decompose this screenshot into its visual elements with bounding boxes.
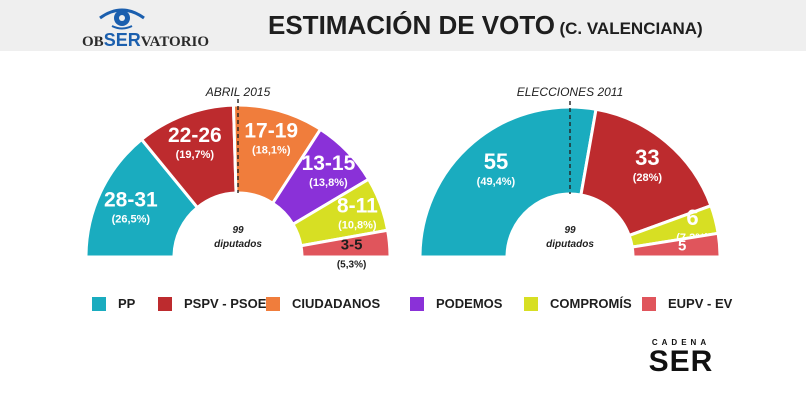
logo-text-left: OB [82, 34, 104, 50]
legend-label: PODEMOS [436, 296, 503, 311]
legend-item-pp: PP [92, 296, 135, 311]
slice-seats-eupv-ev: 5 [678, 238, 686, 255]
legend-label: EUPV - EV [668, 296, 733, 311]
title-main: ESTIMACIÓN DE VOTO [268, 10, 555, 40]
legend-swatch [410, 296, 424, 311]
chart-abril-2015: 28-31 (26,5%) 22-26 (19,7%) 17-19 (18,1%) 13-1… [84, 85, 392, 270]
legend-swatch [524, 296, 538, 311]
slice-percent-pspv-psoe: (19,7%) [176, 149, 215, 161]
legend-item-comprom-s: COMPROMÍS [524, 296, 632, 311]
page-title: ESTIMACIÓN DE VOTO (C. VALENCIANA) [268, 10, 703, 41]
brand-top: CADENA [651, 338, 711, 347]
slice-pspv-psoe [579, 107, 713, 238]
chart-elecciones-2011: 55(49,4%)33(28%)6(7,2%)5(5,9%)ELECCIONES… [418, 85, 722, 268]
logo-text-right: VATORIO [140, 34, 210, 50]
legend-label: PSPV - PSOE [184, 296, 267, 311]
legend-item-ciudadanos: CIUDADANOS [266, 296, 380, 311]
brand-main: SER [648, 345, 714, 378]
legend-item-podemos: PODEMOS [410, 296, 502, 311]
slice-pp [84, 137, 200, 259]
chart-title: ELECCIONES 2011 [517, 85, 624, 99]
slice-seats-comprom-s: 6 [686, 205, 698, 230]
slice-percent-pp: (26,5%) [112, 213, 151, 225]
slice-seats-eupv-ev: 3-5 [341, 236, 363, 253]
legend-item-pspv-psoe: PSPV - PSOE [158, 296, 266, 311]
header-bar: OBSERVATORIO ESTIMACIÓN DE VOTO (C. VALE… [0, 0, 806, 51]
slice-percent-pp: (49,4%) [477, 176, 516, 188]
slice-percent-podemos: (13,8%) [309, 177, 348, 189]
slice-eupv-ev [630, 231, 722, 259]
legend-label: PP [118, 296, 136, 311]
slice-seats-pp: 28-31 [104, 188, 158, 211]
legend-swatch [158, 296, 172, 311]
cadena-ser-logo: CADENA SER [640, 338, 722, 378]
eye-icon [99, 8, 145, 30]
logo-text-accent: SER [103, 30, 141, 50]
slice-seats-ciudadanos: 17-19 [244, 120, 298, 143]
observatorio-logo: OBSERVATORIO [82, 4, 212, 51]
slice-seats-pp: 55 [484, 149, 508, 174]
logo-text: OBSERVATORIO [82, 30, 209, 51]
slice-percent-comprom-s: (10,8%) [338, 220, 377, 232]
legend-swatch [642, 296, 656, 311]
center-seat-label: diputados [546, 239, 594, 250]
center-seat-count: 99 [232, 225, 244, 236]
slice-eupv-ev [299, 228, 392, 259]
slice-seats-pspv-psoe: 22-26 [168, 124, 222, 147]
legend-swatch [266, 296, 280, 311]
charts-area: 28-31 (26,5%) 22-26 (19,7%) 17-19 (18,1%) 13-1… [84, 85, 722, 270]
slice-seats-comprom-s: 8-11 [337, 195, 378, 218]
legend-item-eupv-ev: EUPV - EV [642, 296, 732, 311]
legend-label: COMPROMÍS [550, 296, 632, 311]
slice-seats-pspv-psoe: 33 [635, 145, 659, 170]
center-seat-label: diputados [214, 239, 262, 250]
legend-swatch [92, 296, 106, 311]
title-sub: (C. VALENCIANA) [559, 19, 703, 38]
slice-seats-podemos: 13-15 [302, 152, 356, 175]
legend-label: CIUDADANOS [292, 296, 381, 311]
slice-percent-eupv-ev: (5,9%) [667, 257, 696, 268]
center-seat-count: 99 [564, 225, 576, 236]
slice-percent-ciudadanos: (18,1%) [252, 145, 291, 157]
legend: PP PSPV - PSOE CIUDADANOS PODEMOS COMPROMÍS E… [0, 296, 806, 322]
slice-percent-eupv-ev: (5,3%) [337, 259, 366, 270]
slice-pp [418, 105, 598, 259]
slice-percent-pspv-psoe: (28%) [633, 172, 663, 184]
chart-title: ABRIL 2015 [205, 85, 271, 99]
